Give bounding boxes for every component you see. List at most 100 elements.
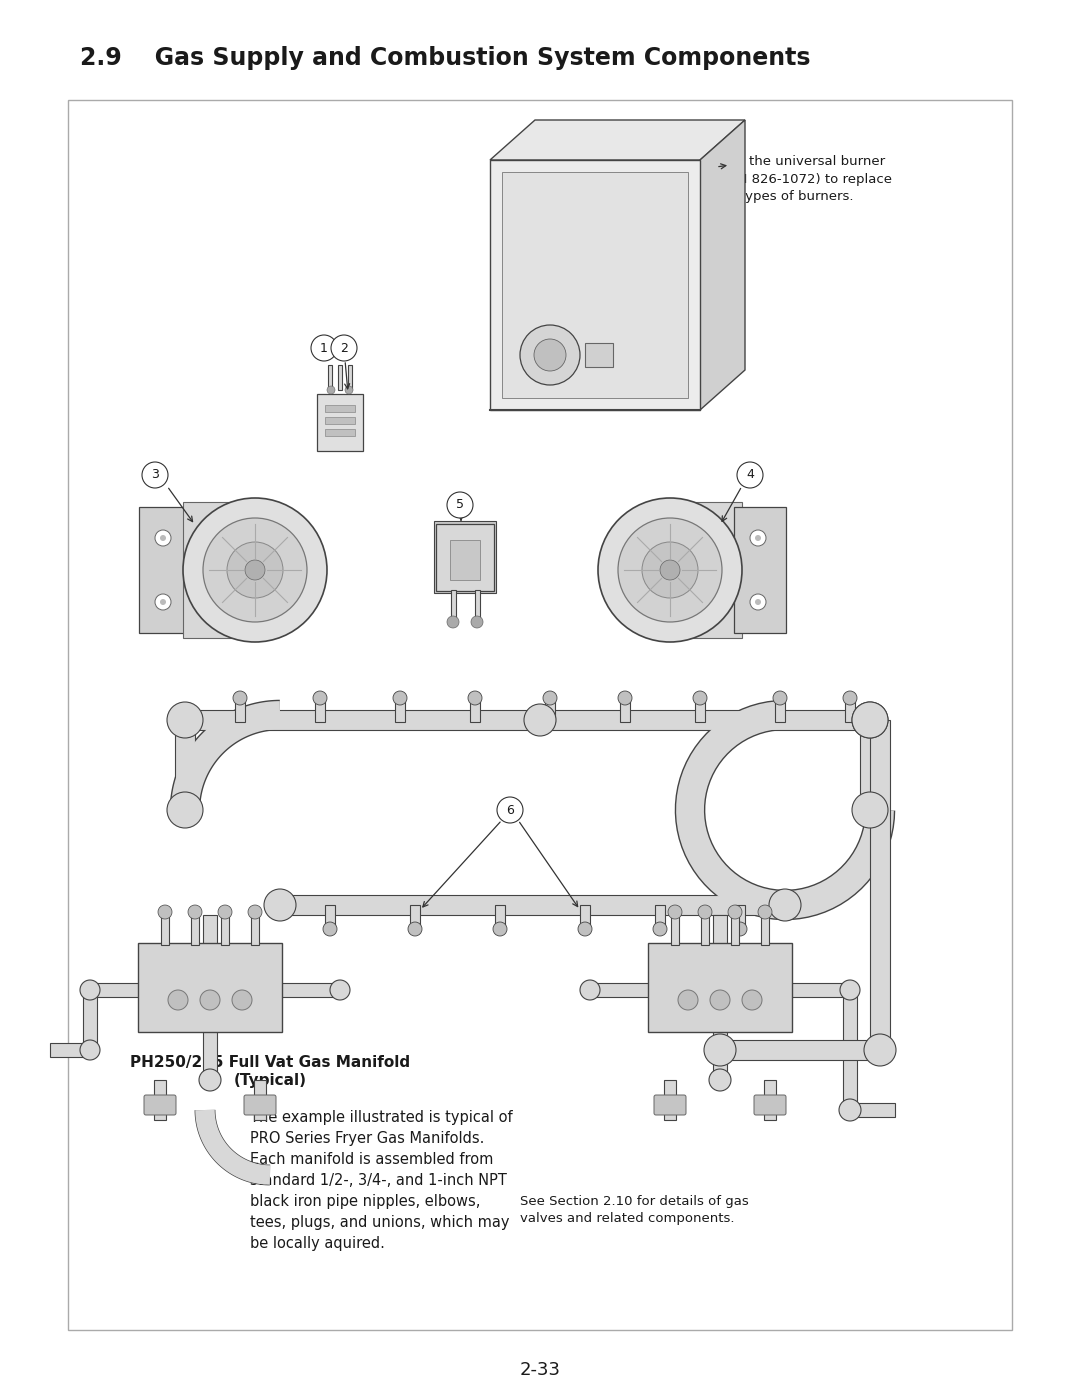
Text: 6: 6 [507, 803, 514, 816]
Bar [701, 915, 708, 944]
Circle shape [408, 922, 422, 936]
Circle shape [618, 518, 723, 622]
Circle shape [393, 692, 407, 705]
Circle shape [755, 599, 761, 605]
Bar [713, 1030, 727, 1080]
Text: 2-33: 2-33 [519, 1361, 561, 1379]
Bar [713, 915, 727, 944]
Circle shape [227, 542, 283, 598]
Circle shape [330, 981, 350, 1000]
Circle shape [839, 1099, 861, 1120]
Bar [545, 700, 555, 722]
Circle shape [497, 798, 523, 823]
Circle shape [693, 692, 707, 705]
FancyBboxPatch shape [436, 524, 494, 591]
Bar [348, 365, 352, 390]
Bar [789, 983, 850, 997]
FancyBboxPatch shape [138, 943, 282, 1032]
Circle shape [755, 535, 761, 541]
Circle shape [311, 335, 337, 360]
Bar [90, 983, 140, 997]
Circle shape [160, 599, 166, 605]
Circle shape [160, 535, 166, 541]
Bar [671, 915, 679, 944]
FancyBboxPatch shape [681, 502, 742, 638]
Bar [175, 719, 195, 810]
Text: 1: 1 [320, 341, 328, 355]
Bar [191, 915, 199, 944]
Circle shape [578, 922, 592, 936]
Bar [540, 710, 870, 731]
FancyBboxPatch shape [754, 1095, 786, 1115]
FancyBboxPatch shape [318, 394, 363, 451]
Bar [325, 405, 355, 412]
Bar [280, 983, 340, 997]
Circle shape [156, 594, 171, 610]
Circle shape [233, 692, 247, 705]
Circle shape [323, 922, 337, 936]
Circle shape [524, 704, 556, 736]
Bar [590, 983, 650, 997]
Circle shape [199, 1069, 221, 1091]
Text: See Section 2.10 for details of gas
valves and related components.: See Section 2.10 for details of gas valv… [519, 1194, 748, 1225]
Circle shape [167, 703, 203, 738]
Circle shape [330, 335, 357, 360]
Bar [495, 905, 505, 928]
Bar [470, 700, 480, 722]
Circle shape [742, 990, 762, 1010]
Bar [325, 416, 355, 425]
Circle shape [156, 529, 171, 546]
Bar [235, 700, 245, 722]
FancyBboxPatch shape [450, 541, 480, 580]
Circle shape [327, 386, 335, 394]
Circle shape [704, 1034, 735, 1066]
Text: 5: 5 [456, 499, 464, 511]
Circle shape [183, 497, 327, 643]
Circle shape [852, 703, 888, 738]
Text: 3: 3 [151, 468, 159, 482]
Bar [83, 990, 97, 1051]
FancyBboxPatch shape [654, 1095, 686, 1115]
Circle shape [248, 905, 262, 919]
Bar [328, 365, 332, 390]
Circle shape [669, 905, 681, 919]
Circle shape [852, 703, 888, 738]
Text: Use the universal burner
(P/N 826-1072) to replace
all types of burners.: Use the universal burner (P/N 826-1072) … [720, 155, 892, 203]
Circle shape [141, 462, 168, 488]
Circle shape [852, 792, 888, 828]
Text: 2: 2 [340, 341, 348, 355]
Circle shape [710, 990, 730, 1010]
FancyBboxPatch shape [139, 507, 191, 633]
FancyBboxPatch shape [434, 521, 496, 592]
Circle shape [773, 692, 787, 705]
Circle shape [840, 981, 860, 1000]
Bar [280, 895, 785, 915]
Bar [764, 1080, 777, 1120]
FancyBboxPatch shape [68, 101, 1012, 1330]
Bar [654, 905, 665, 928]
Bar [203, 1030, 217, 1080]
Circle shape [471, 616, 483, 629]
Bar [720, 1039, 880, 1060]
Circle shape [733, 922, 747, 936]
FancyBboxPatch shape [244, 1095, 276, 1115]
Bar [870, 719, 890, 1051]
Bar [315, 700, 325, 722]
Bar [620, 700, 630, 722]
Bar [410, 905, 420, 928]
Bar [395, 700, 405, 722]
Circle shape [580, 981, 600, 1000]
Polygon shape [700, 120, 745, 409]
Circle shape [543, 692, 557, 705]
Bar [185, 710, 540, 731]
Circle shape [80, 1039, 100, 1060]
Bar [254, 1080, 266, 1120]
Bar [338, 365, 342, 390]
Circle shape [245, 560, 265, 580]
Circle shape [758, 905, 772, 919]
Circle shape [737, 462, 762, 488]
Bar [735, 905, 745, 928]
FancyBboxPatch shape [734, 507, 786, 633]
Bar [664, 1080, 676, 1120]
Circle shape [447, 492, 473, 518]
